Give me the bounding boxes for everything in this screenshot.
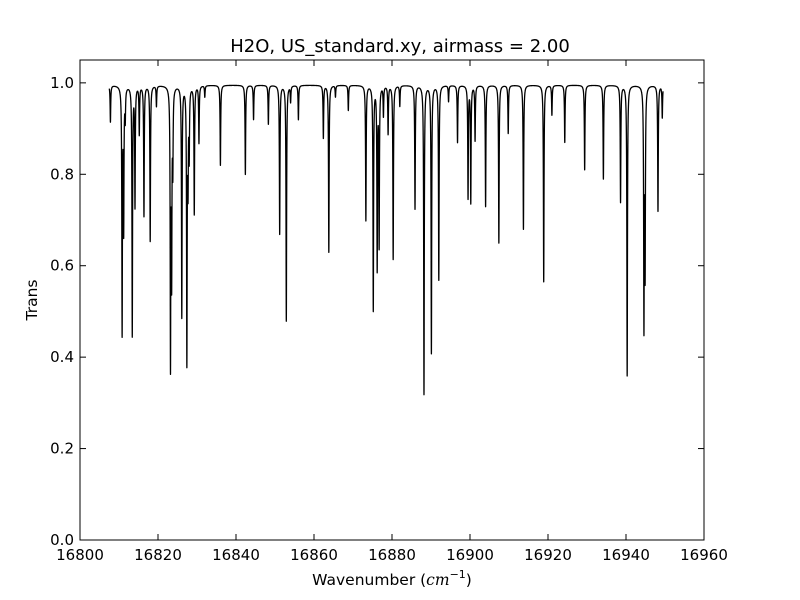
x-axis: 16800 16820 16840 16860 16880 16900 16920 16940… [56, 60, 728, 564]
x-tick-label: 16880 [368, 546, 416, 564]
y-axis-label: Trans [23, 280, 41, 322]
y-axis: 0.0 0.2 0.4 0.6 0.8 1.0 [50, 74, 704, 549]
y-tick-label: 0.8 [50, 165, 74, 183]
x-tick-label: 16920 [524, 546, 572, 564]
y-tick-label: 0.4 [50, 348, 74, 366]
x-tick-label: 16900 [446, 546, 494, 564]
x-tick-label: 16940 [602, 546, 650, 564]
y-tick-label: 0.6 [50, 257, 74, 275]
x-axis-label-prefix: Wavenumber ( [312, 571, 426, 589]
x-tick-label: 16840 [212, 546, 260, 564]
x-axis-label-suffix: ) [466, 571, 472, 589]
x-axis-label: Wavenumber (cm−1) [312, 568, 472, 589]
chart-title: H2O, US_standard.xy, airmass = 2.00 [230, 36, 570, 57]
x-axis-label-unit: cm [426, 571, 449, 589]
x-tick-label: 16800 [56, 546, 104, 564]
y-tick-label: 0.2 [50, 440, 74, 458]
x-axis-label-exponent: −1 [450, 568, 466, 581]
y-tick-label: 0.0 [50, 531, 74, 549]
x-tick-label: 16820 [134, 546, 182, 564]
spectrum-series-line [108, 84, 664, 396]
x-tick-label: 16860 [290, 546, 338, 564]
x-tick-label: 16960 [680, 546, 728, 564]
y-tick-label: 1.0 [50, 74, 74, 92]
